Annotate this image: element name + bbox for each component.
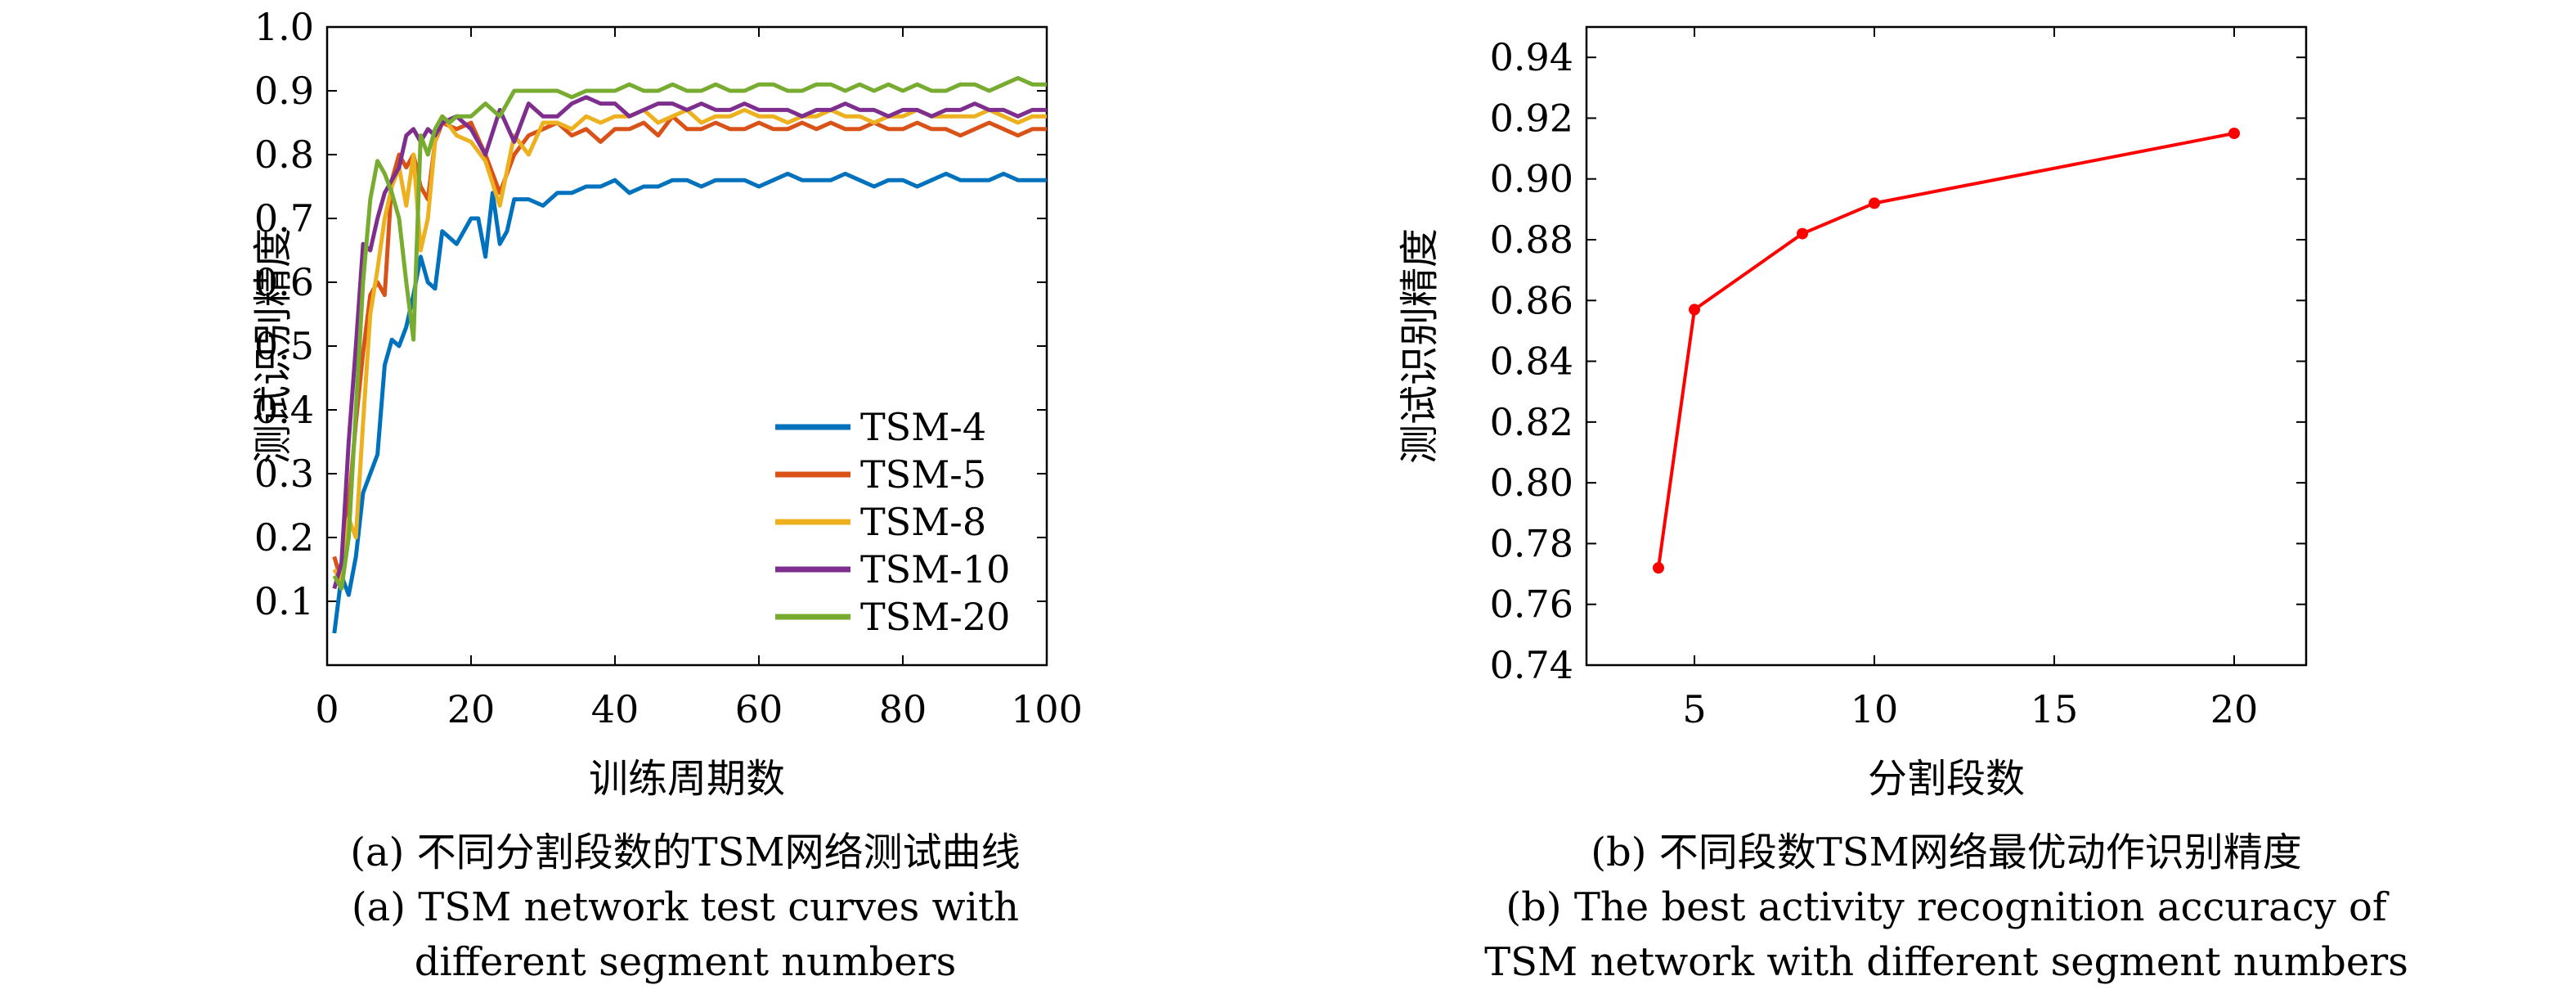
y-tick-label: 0.1 bbox=[254, 579, 314, 623]
legend-label: TSM-20 bbox=[860, 595, 1010, 639]
series-lines-a bbox=[332, 75, 1047, 634]
x-ticks-b: 5 10 15 20 bbox=[1682, 27, 2258, 731]
series-line-tsm-4 bbox=[332, 171, 1047, 634]
y-tick-label: 0.8 bbox=[254, 133, 314, 177]
data-point bbox=[1797, 227, 1808, 240]
y-tick-label: 0.84 bbox=[1490, 340, 1573, 384]
chart-b: 0.74 0.76 0.78 0.80 0.82 0.84 0.86 0.88 0.90 0.92… bbox=[1397, 25, 2408, 985]
y-tick-label: 0.94 bbox=[1490, 35, 1573, 79]
y-axis-label-b: 测试识别精度 bbox=[1397, 228, 1443, 464]
x-tick-label: 20 bbox=[2210, 687, 2259, 731]
y-tick-label: 0.4 bbox=[254, 388, 314, 432]
y-tick-label: 0.90 bbox=[1490, 157, 1573, 201]
y-tick-label: 0.3 bbox=[254, 452, 314, 496]
x-tick-label: 15 bbox=[2031, 687, 2079, 731]
y-tick-label: 0.76 bbox=[1490, 582, 1573, 627]
y-tick-label: 0.86 bbox=[1490, 278, 1573, 322]
legend-label: TSM-5 bbox=[860, 452, 986, 497]
legend-label: TSM-10 bbox=[860, 547, 1010, 591]
y-ticks-b: 0.74 0.76 0.78 0.80 0.82 0.84 0.86 0.88 0.90 0.92… bbox=[1490, 35, 2306, 687]
caption-en-b-line1: (b) The best activity recognition accura… bbox=[1506, 884, 2389, 930]
x-tick-label: 5 bbox=[1682, 687, 1706, 731]
y-tick-label: 0.2 bbox=[254, 515, 314, 560]
y-tick-label: 0.92 bbox=[1490, 96, 1573, 140]
data-point bbox=[1869, 197, 1880, 209]
y-tick-label: 0.7 bbox=[254, 196, 314, 241]
data-point bbox=[2228, 128, 2240, 139]
y-tick-label: 0.74 bbox=[1490, 643, 1573, 687]
series-lines-b bbox=[1657, 132, 2235, 569]
legend-label: TSM-8 bbox=[860, 500, 986, 544]
x-tick-label: 80 bbox=[879, 687, 927, 731]
y-tick-label: 0.80 bbox=[1490, 461, 1573, 505]
caption-en-a-line1: (a) TSM network test curves with bbox=[352, 884, 1019, 930]
x-tick-label: 40 bbox=[591, 687, 640, 731]
series-line-tsm-20 bbox=[332, 75, 1047, 591]
series-points-b bbox=[1653, 128, 2240, 574]
y-ticks-a: 0.1 0.2 0.3 0.4 0.5 0.6 0.7 0.8 0.9 1.0 bbox=[254, 5, 1047, 623]
y-tick-label: 0.78 bbox=[1490, 521, 1573, 565]
x-tick-label: 20 bbox=[447, 687, 496, 731]
legend-label: TSM-4 bbox=[860, 405, 986, 449]
caption-cn-b: (b) 不同段数TSM网络最优动作识别精度 bbox=[1591, 830, 2302, 875]
x-tick-label: 0 bbox=[315, 687, 339, 731]
y-tick-label: 1.0 bbox=[254, 5, 314, 49]
data-point bbox=[1689, 304, 1700, 316]
x-axis-label-b: 分割段数 bbox=[1868, 756, 2025, 802]
plot-frame-b bbox=[1585, 25, 2308, 667]
series-line-tsm-5 bbox=[332, 114, 1047, 585]
x-tick-label: 100 bbox=[1011, 687, 1083, 731]
x-tick-label: 60 bbox=[735, 687, 783, 731]
data-point bbox=[1653, 562, 1664, 574]
x-axis-label-a: 训练周期数 bbox=[589, 756, 785, 802]
y-tick-label: 0.6 bbox=[254, 260, 314, 304]
y-tick-label: 0.5 bbox=[254, 324, 314, 368]
y-tick-label: 0.82 bbox=[1490, 400, 1573, 444]
x-ticks-a: 0 20 40 60 80 100 bbox=[315, 27, 1083, 731]
y-tick-label: 0.88 bbox=[1490, 218, 1573, 262]
y-axis-label-a: 测试识别精度 bbox=[250, 228, 296, 464]
series-line-tsm-10 bbox=[332, 95, 1047, 590]
y-tick-label: 0.9 bbox=[254, 69, 314, 113]
chart-a: 0.1 0.2 0.3 0.4 0.5 0.6 0.7 0.8 0.9 1.0 0 20 40 60 80… bbox=[250, 5, 1083, 985]
series-line bbox=[1657, 132, 2235, 569]
caption-cn-a: (a) 不同分割段数的TSM网络测试曲线 bbox=[350, 830, 1020, 875]
caption-en-a-line2: different segment numbers bbox=[415, 939, 957, 985]
caption-en-b-line2: TSM network with different segment numbe… bbox=[1484, 939, 2408, 985]
x-tick-label: 10 bbox=[1851, 687, 1899, 731]
